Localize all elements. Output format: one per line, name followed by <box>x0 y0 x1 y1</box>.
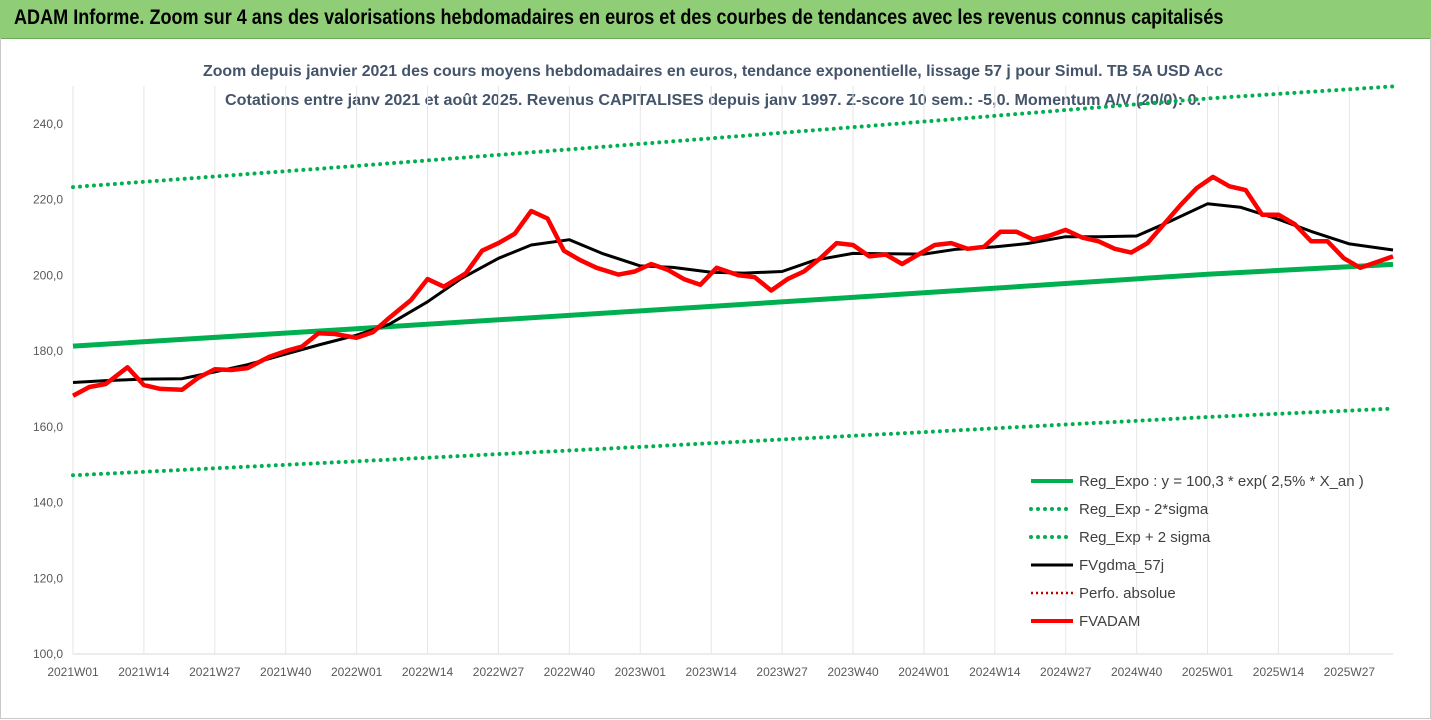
x-tick-label: 2024W27 <box>1040 665 1092 679</box>
legend-label: FVADAM <box>1079 613 1140 630</box>
x-tick-label: 2024W40 <box>1111 665 1163 679</box>
x-tick-label: 2021W14 <box>118 665 170 679</box>
x-tick-label: 2021W40 <box>260 665 312 679</box>
x-tick-label: 2024W01 <box>898 665 950 679</box>
x-tick-label: 2025W14 <box>1253 665 1305 679</box>
x-tick-label: 2021W01 <box>47 665 99 679</box>
legend: Reg_Expo : y = 100,3 * exp( 2,5% * X_an … <box>1029 473 1364 630</box>
x-tick-label: 2022W14 <box>402 665 454 679</box>
x-tick-label: 2022W27 <box>473 665 525 679</box>
x-tick-label: 2023W01 <box>615 665 667 679</box>
x-axis: 2021W01 2021W14 2021W27 2021W40 2022W01 2022W… <box>47 665 1375 679</box>
x-tick-label: 2025W27 <box>1324 665 1376 679</box>
x-tick-label: 2024W14 <box>969 665 1021 679</box>
y-tick-label: 240,0 <box>33 117 63 131</box>
chart-title: Zoom depuis janvier 2021 des cours moyen… <box>203 63 1223 80</box>
y-axis: 100,0 120,0 140,0 160,0 180,0 200,0 220,0 240,0 <box>33 117 63 661</box>
grid <box>72 86 1393 655</box>
legend-label: Perfo. absolue <box>1079 585 1176 602</box>
x-tick-label: 2021W27 <box>189 665 241 679</box>
y-tick-label: 120,0 <box>33 571 63 585</box>
line-chart: Zoom depuis janvier 2021 des cours moyen… <box>33 63 1395 679</box>
series-line-reg-exp-2-sigma <box>71 84 1395 190</box>
legend-label: FVgdma_57j <box>1079 557 1164 574</box>
x-tick-label: 2025W01 <box>1182 665 1234 679</box>
y-tick-label: 100,0 <box>33 647 63 661</box>
chart-subtitle: Cotations entre janv 2021 et août 2025. … <box>225 92 1201 109</box>
series-line-reg-exp-2-sigma <box>71 406 1395 478</box>
report-title: ADAM Informe. Zoom sur 4 ans des valoris… <box>14 6 1224 29</box>
chart-frame: Zoom depuis janvier 2021 des cours moyen… <box>0 38 1431 719</box>
series-line-reg-expo-y-100-3-exp-2-5-x-an <box>72 261 1394 349</box>
x-tick-label: 2023W27 <box>756 665 808 679</box>
x-tick-label: 2022W40 <box>544 665 596 679</box>
legend-label: Reg_Expo : y = 100,3 * exp( 2,5% * X_an … <box>1079 473 1364 490</box>
y-tick-label: 140,0 <box>33 496 63 510</box>
x-tick-label: 2023W40 <box>827 665 879 679</box>
banner: ADAM Informe. Zoom sur 4 ans des valoris… <box>0 0 1431 39</box>
y-tick-label: 200,0 <box>33 268 63 282</box>
plot-area <box>71 84 1395 478</box>
x-tick-label: 2023W14 <box>685 665 737 679</box>
y-tick-label: 160,0 <box>33 420 63 434</box>
y-tick-label: 180,0 <box>33 344 63 358</box>
legend-label: Reg_Exp + 2 sigma <box>1079 529 1211 546</box>
series-line-fvadam <box>71 174 1394 398</box>
legend-label: Reg_Exp - 2*sigma <box>1079 501 1209 518</box>
y-tick-label: 220,0 <box>33 193 63 207</box>
x-tick-label: 2022W01 <box>331 665 383 679</box>
